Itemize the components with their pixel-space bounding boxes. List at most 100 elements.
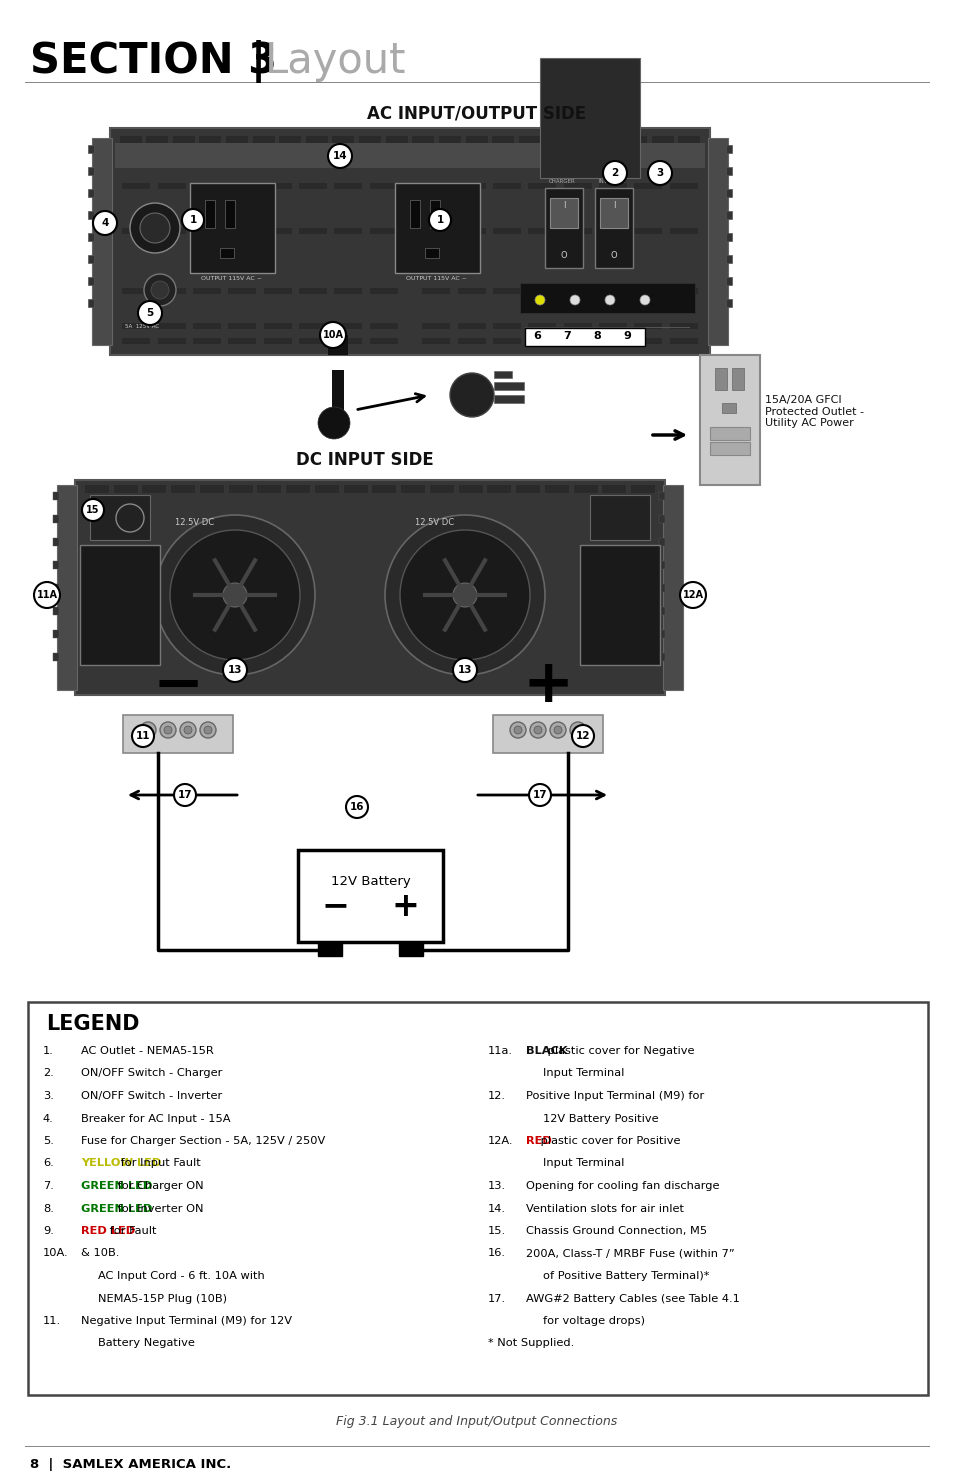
Text: 13: 13 [457, 665, 472, 676]
Circle shape [639, 295, 649, 305]
Text: Input Terminal: Input Terminal [542, 1158, 623, 1168]
Text: 1: 1 [436, 215, 443, 226]
Text: Battery Negative: Battery Negative [98, 1338, 194, 1348]
Circle shape [138, 301, 162, 324]
Circle shape [510, 721, 525, 738]
Bar [634, 288, 661, 294]
Bar [157, 288, 186, 294]
Text: 6.: 6. [43, 1158, 53, 1168]
Text: 2: 2 [611, 168, 618, 178]
Bar [524, 327, 644, 347]
Circle shape [140, 212, 170, 243]
Bar [263, 288, 292, 294]
Bar [123, 715, 233, 754]
Circle shape [116, 504, 144, 532]
Bar [157, 183, 186, 189]
Bar [721, 403, 735, 413]
Bar [725, 145, 731, 153]
Bar [263, 229, 292, 235]
Bar [306, 136, 328, 145]
Circle shape [514, 726, 521, 735]
Bar [369, 183, 397, 189]
Bar [725, 167, 731, 176]
Text: 16: 16 [350, 802, 364, 813]
Bar [598, 323, 626, 329]
Circle shape [554, 726, 561, 735]
Bar [88, 167, 94, 176]
Text: for Charger ON: for Charger ON [113, 1181, 203, 1190]
Circle shape [450, 373, 494, 417]
Text: I: I [612, 201, 615, 209]
Bar [317, 943, 341, 956]
Bar [493, 229, 520, 235]
Bar [709, 442, 749, 454]
Text: 7: 7 [562, 330, 570, 341]
Circle shape [160, 721, 175, 738]
Bar [225, 201, 234, 229]
Bar [119, 136, 141, 145]
Bar [88, 277, 94, 285]
Text: 8: 8 [593, 330, 600, 341]
Bar [333, 136, 355, 145]
Bar [544, 187, 582, 268]
Circle shape [34, 583, 60, 608]
Bar [53, 584, 59, 591]
Bar [88, 189, 94, 198]
Bar [430, 201, 439, 229]
Bar [662, 485, 682, 690]
Bar [157, 229, 186, 235]
Bar [157, 323, 186, 329]
Bar [398, 943, 422, 956]
Bar [343, 485, 367, 493]
Text: 8.: 8. [43, 1204, 53, 1214]
Bar [659, 584, 664, 591]
Text: 6: 6 [533, 330, 540, 341]
Circle shape [534, 726, 541, 735]
Text: ON/OFF Switch - Inverter: ON/OFF Switch - Inverter [81, 1092, 222, 1100]
Text: OUTPUT 115V AC ~: OUTPUT 115V AC ~ [406, 276, 467, 282]
Circle shape [385, 515, 544, 676]
Bar [678, 136, 700, 145]
Bar [725, 233, 731, 240]
Circle shape [328, 145, 352, 168]
Text: 12.5V DC: 12.5V DC [174, 518, 213, 527]
Bar [57, 485, 77, 690]
Circle shape [182, 209, 204, 232]
Bar [494, 395, 523, 403]
Bar [228, 338, 256, 344]
Circle shape [569, 295, 579, 305]
Text: 11a.: 11a. [488, 1046, 513, 1056]
Bar [412, 136, 434, 145]
Circle shape [170, 530, 299, 659]
Bar [193, 183, 221, 189]
Bar [334, 323, 362, 329]
Text: GREEN LED: GREEN LED [81, 1204, 152, 1214]
Text: 14: 14 [333, 150, 347, 161]
Bar [279, 136, 301, 145]
Text: ON/OFF Switch - Charger: ON/OFF Switch - Charger [81, 1068, 222, 1078]
Bar [595, 187, 633, 268]
Text: 8  |  SAMLEX AMERICA INC.: 8 | SAMLEX AMERICA INC. [30, 1457, 231, 1471]
Text: GREEN LED: GREEN LED [81, 1181, 152, 1190]
Circle shape [144, 274, 175, 305]
Bar [334, 183, 362, 189]
Text: Breaker for AC Input - 15A: Breaker for AC Input - 15A [81, 1114, 231, 1124]
Bar [193, 338, 221, 344]
Circle shape [647, 161, 671, 184]
Bar [487, 485, 511, 493]
Bar [634, 338, 661, 344]
Bar [634, 229, 661, 235]
Bar [385, 136, 407, 145]
Bar [669, 183, 697, 189]
Text: Input Terminal: Input Terminal [542, 1068, 623, 1078]
Bar [122, 229, 151, 235]
Bar [494, 372, 512, 378]
Bar [88, 255, 94, 263]
Circle shape [346, 796, 368, 819]
Text: DC INPUT SIDE: DC INPUT SIDE [295, 451, 434, 469]
Bar [493, 288, 520, 294]
Bar [544, 485, 568, 493]
Text: 1: 1 [190, 215, 196, 226]
Bar [519, 283, 695, 313]
Bar [563, 338, 591, 344]
